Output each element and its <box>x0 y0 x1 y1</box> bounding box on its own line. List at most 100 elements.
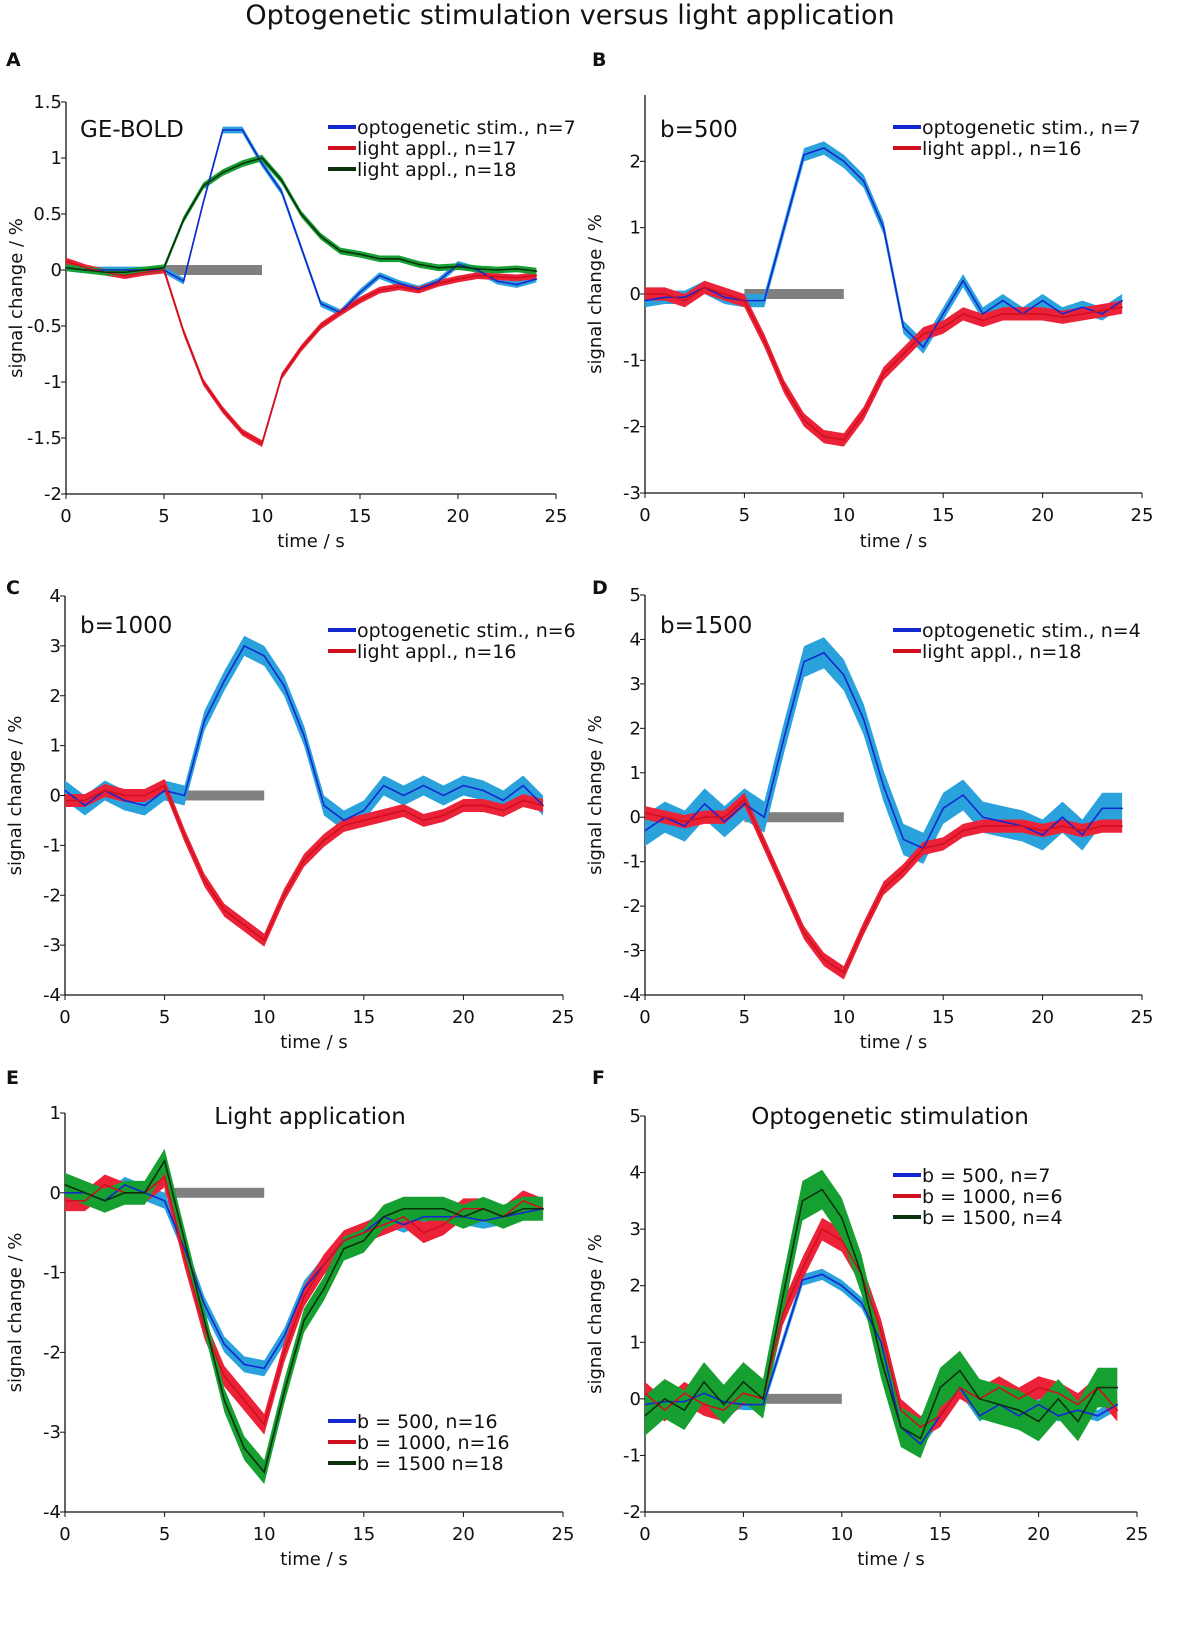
data-point <box>300 347 303 350</box>
data-point <box>683 1409 686 1411</box>
y-tick-label: 0 <box>51 260 62 281</box>
data-point <box>84 269 87 271</box>
x-tick-label: 25 <box>545 506 568 527</box>
data-point <box>1101 807 1104 810</box>
panel-title: Optogenetic stimulation <box>751 1104 1029 1130</box>
data-point <box>222 171 224 174</box>
stimulus-bar <box>164 790 265 801</box>
data-point <box>1096 1415 1099 1417</box>
data-point <box>496 275 499 278</box>
data-point <box>823 435 825 438</box>
data-point <box>303 734 305 737</box>
y-tick-label: -4 <box>623 985 641 1006</box>
data-point <box>241 129 244 131</box>
data-point <box>942 326 944 328</box>
x-tick-label: 15 <box>352 1007 375 1028</box>
data-point <box>843 971 845 974</box>
data-point <box>1021 313 1024 315</box>
data-point <box>821 1188 823 1191</box>
data-point <box>382 814 385 817</box>
data-point <box>378 289 381 291</box>
data-point <box>882 372 885 375</box>
data-point <box>437 282 440 285</box>
data-point <box>143 271 146 274</box>
data-point <box>542 804 544 807</box>
condition-annotation: b=1000 <box>80 613 172 639</box>
y-axis-label: signal change / % <box>6 218 27 378</box>
data-point <box>402 1207 405 1210</box>
y-tick-label: 1.5 <box>33 92 62 113</box>
data-point <box>202 185 204 187</box>
x-tick-label: 20 <box>1031 1007 1054 1028</box>
x-axis-label: time / s <box>860 1032 928 1053</box>
data-point <box>683 296 686 299</box>
figure-title: Optogenetic stimulation versus light app… <box>245 0 895 31</box>
data-point <box>722 1409 725 1411</box>
y-tick-label: -2 <box>43 885 61 906</box>
data-point <box>442 794 445 797</box>
data-point <box>742 1403 745 1406</box>
y-axis-label: signal change / % <box>585 715 606 875</box>
data-point <box>223 909 226 912</box>
y-tick-label: 0 <box>50 786 61 807</box>
x-tick-label: 0 <box>639 505 650 526</box>
data-point <box>84 1192 86 1194</box>
error-band-red <box>645 280 1123 447</box>
data-point <box>821 1228 823 1230</box>
data-point <box>382 784 385 787</box>
stimulus-bar <box>164 1187 265 1198</box>
data-point <box>703 1403 705 1406</box>
data-point <box>359 291 361 294</box>
data-point <box>359 253 361 256</box>
x-tick-label: 10 <box>832 1007 855 1028</box>
y-tick-label: -0.5 <box>27 316 62 337</box>
data-point <box>902 869 905 872</box>
legend-label: light appl., n=18 <box>922 641 1081 663</box>
data-point <box>1081 829 1084 832</box>
y-tick-label: 3 <box>630 1219 641 1240</box>
data-point <box>803 660 805 663</box>
data-point <box>457 263 459 266</box>
data-point <box>437 280 440 283</box>
data-point <box>1021 825 1024 827</box>
data-point <box>902 326 905 328</box>
condition-annotation: b=500 <box>660 117 738 143</box>
data-point <box>462 1215 465 1218</box>
data-point <box>522 1199 524 1202</box>
data-point <box>942 843 944 845</box>
data-point <box>922 333 925 335</box>
y-tick-label: 2 <box>50 686 61 707</box>
data-point <box>1057 1398 1060 1400</box>
legend-label: b = 500, n=7 <box>922 1165 1050 1187</box>
data-point <box>703 286 706 289</box>
data-point <box>703 1392 705 1394</box>
y-tick-label: -1.5 <box>27 428 62 449</box>
data-point <box>683 1400 686 1403</box>
condition-annotation: b=1500 <box>660 613 752 639</box>
error-band-red <box>645 792 1123 980</box>
legend-label: b = 1500, n=4 <box>922 1207 1063 1229</box>
data-point <box>742 1381 745 1383</box>
y-axis-label: signal change / % <box>5 1233 26 1393</box>
y-tick-label: 4 <box>630 1163 641 1184</box>
data-point <box>1037 1403 1040 1406</box>
y-tick-label: 4 <box>630 629 641 650</box>
data-point <box>223 679 226 682</box>
x-tick-label: 0 <box>639 1007 650 1028</box>
data-point <box>781 1313 784 1315</box>
data-point <box>783 736 785 739</box>
data-point <box>163 1160 166 1162</box>
data-point <box>683 825 686 827</box>
x-tick-label: 15 <box>932 1007 955 1028</box>
legend-label: b = 500, n=16 <box>357 1411 498 1433</box>
data-point <box>303 1295 305 1298</box>
data-point <box>261 162 263 165</box>
data-point <box>222 129 224 131</box>
data-point <box>442 1215 445 1218</box>
data-point <box>723 820 726 823</box>
y-tick-label: -1 <box>623 1445 641 1466</box>
data-point <box>183 834 186 837</box>
condition-annotation: GE-BOLD <box>80 117 184 143</box>
y-tick-label: 1 <box>50 1103 61 1124</box>
y-tick-label: -2 <box>623 896 641 917</box>
